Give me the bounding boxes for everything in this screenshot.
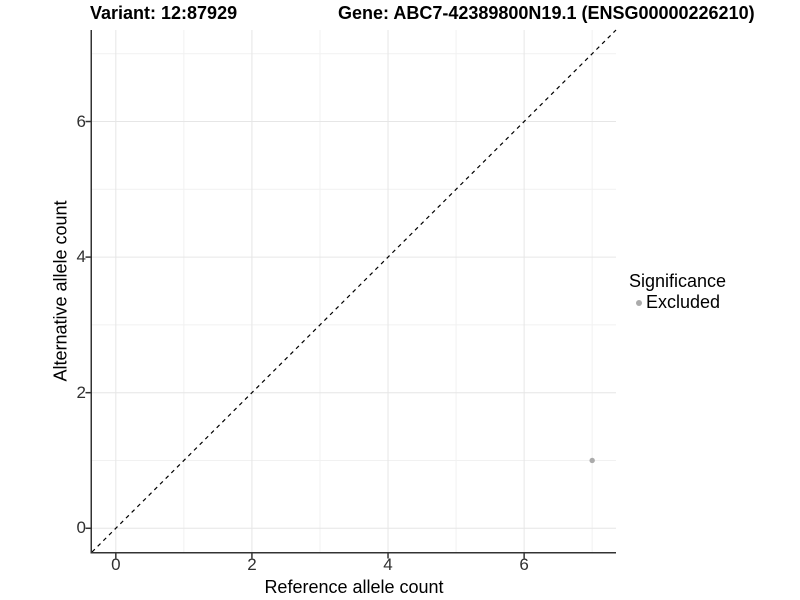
identity-reference-line [91, 29, 617, 553]
legend-title: Significance [629, 271, 727, 291]
x-tick-label: 6 [519, 555, 529, 574]
x-axis-title: Reference allele count [264, 577, 444, 597]
plot-title-gene: Gene: ABC7-42389800N19.1 (ENSG0000022621… [338, 3, 755, 23]
legend-key-dot-icon [636, 299, 642, 306]
data-point [589, 457, 595, 464]
y-tick-label: 0 [76, 518, 86, 538]
y-axis-title: Alternative allele count [50, 200, 71, 382]
y-tick-label: 2 [76, 382, 86, 402]
plot-title-variant: Variant: 12:87929 [90, 3, 238, 23]
x-tick-label: 0 [111, 555, 121, 574]
y-tick-label: 6 [76, 111, 86, 131]
legend: Significance Excluded [629, 271, 726, 313]
legend-item-excluded: Excluded [629, 292, 726, 313]
legend-item-label: Excluded [646, 292, 721, 312]
x-tick-label: 2 [247, 555, 257, 574]
x-tick-label: 4 [383, 555, 393, 574]
y-tick-label: 4 [76, 247, 86, 267]
